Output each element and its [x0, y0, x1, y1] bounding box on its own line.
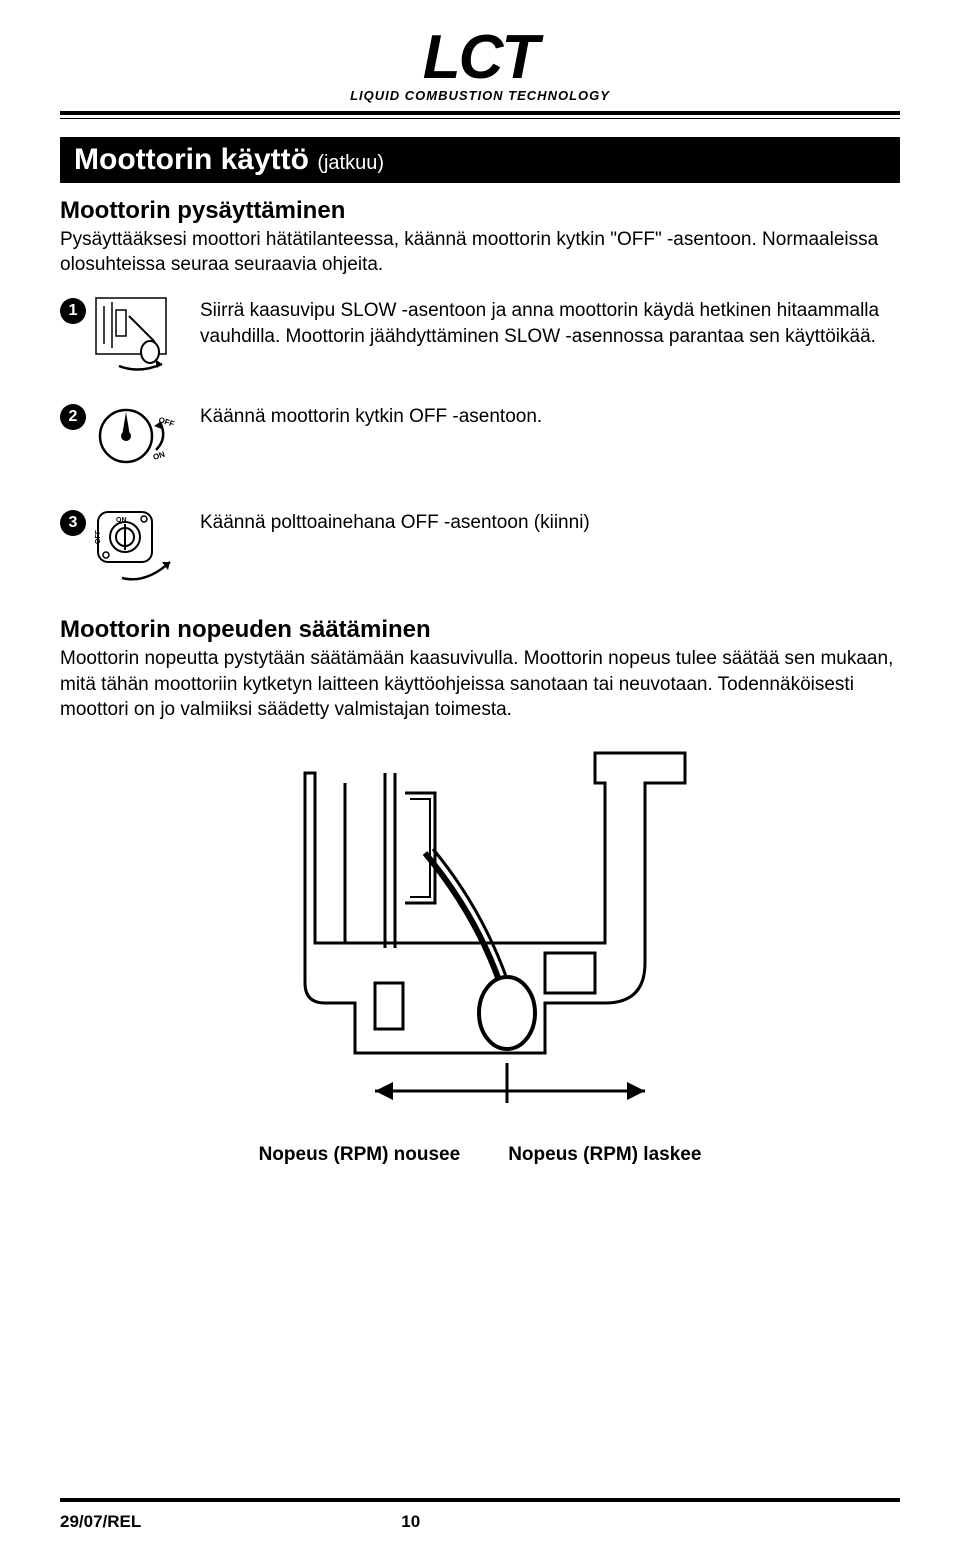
footer-page: 10 — [401, 1512, 420, 1532]
step-text: Käännä moottorin kytkin OFF -asentoon. — [200, 402, 542, 430]
svg-text:ON: ON — [152, 450, 166, 462]
section-body: Moottorin nopeutta pystytään säätämään k… — [60, 646, 900, 723]
steps-list: 1 Siirrä kaasuvipu SLOW -asentoon ja ann… — [60, 296, 900, 586]
title-bar: Moottorin käyttö (jatkuu) — [60, 137, 900, 183]
step-badge: 3 — [60, 510, 86, 536]
header-logo: LCT LIQUID COMBUSTION TECHNOLOGY — [60, 30, 900, 103]
rule-thin — [60, 118, 900, 119]
title-main: Moottorin käyttö — [74, 143, 309, 176]
step-text: Siirrä kaasuvipu SLOW -asentoon ja anna … — [200, 296, 900, 349]
caption-left: Nopeus (RPM) nousee — [259, 1144, 461, 1166]
switch-knob-icon: OFF ON — [94, 402, 184, 480]
caption-right: Nopeus (RPM) laskee — [508, 1144, 701, 1166]
footer: 29/07/REL 10 — [60, 1498, 900, 1532]
section-intro: Pysäyttääksesi moottori hätätilanteessa,… — [60, 227, 900, 278]
footer-rev: 29/07/REL — [60, 1512, 141, 1532]
rule-thick — [60, 111, 900, 115]
svg-text:OFF: OFF — [95, 529, 102, 544]
step-text: Käännä polttoainehana OFF -asentoon (kii… — [200, 508, 590, 536]
section-speed: Moottorin nopeuden säätäminen Moottorin … — [60, 616, 900, 1166]
fuel-valve-icon: ON OFF — [94, 508, 184, 586]
step-2: 2 OFF ON Käännä moottorin kytkin OFF -as… — [60, 402, 900, 480]
engine-diagram-icon — [245, 743, 715, 1123]
caption-row: Nopeus (RPM) nousee Nopeus (RPM) laskee — [60, 1144, 900, 1166]
figure-area: Nopeus (RPM) nousee Nopeus (RPM) laskee — [60, 743, 900, 1166]
logo-tagline: LIQUID COMBUSTION TECHNOLOGY — [60, 88, 900, 103]
step-badge: 1 — [60, 298, 86, 324]
section-stopping: Moottorin pysäyttäminen Pysäyttääksesi m… — [60, 197, 900, 586]
section-heading: Moottorin pysäyttäminen — [60, 197, 900, 225]
throttle-lever-icon — [94, 296, 184, 374]
step-1: 1 Siirrä kaasuvipu SLOW -asentoon ja ann… — [60, 296, 900, 374]
footer-rule — [60, 1498, 900, 1502]
step-badge: 2 — [60, 404, 86, 430]
svg-text:ON: ON — [116, 517, 127, 524]
title-sub: (jatkuu) — [317, 152, 384, 174]
logo-brand: LCT — [60, 30, 900, 86]
section-heading: Moottorin nopeuden säätäminen — [60, 616, 900, 644]
step-3: 3 ON OFF Käännä polttoainehana OFF -asen… — [60, 508, 900, 586]
